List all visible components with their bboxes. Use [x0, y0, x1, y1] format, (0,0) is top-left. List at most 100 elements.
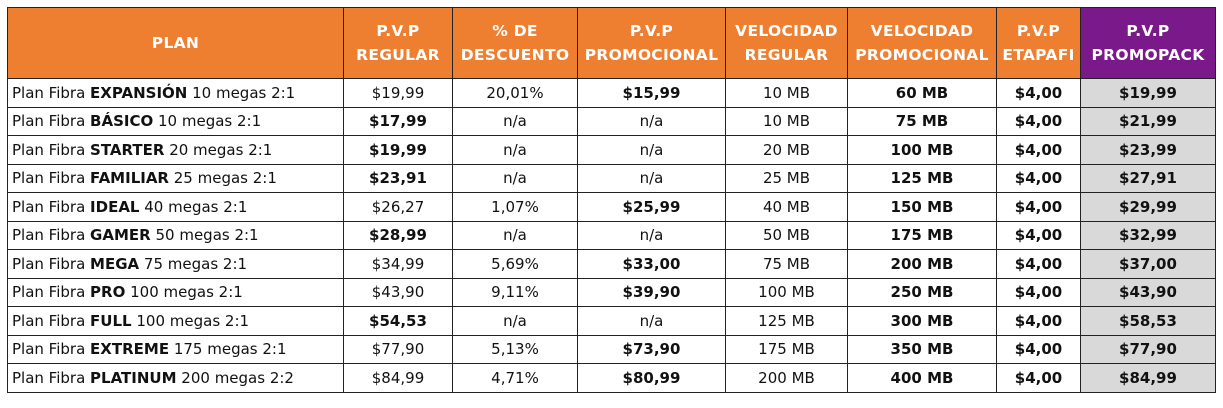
- table-row: Plan Fibra PRO 100 megas 2:1 $43,90 9,11% $…: [7, 277, 1216, 307]
- plan-suffix: 175 megas 2:1: [169, 340, 287, 359]
- pvp-promocional-cell: $33,00: [577, 249, 726, 279]
- pvp-promocional-cell: n/a: [577, 306, 726, 336]
- plan-cell: Plan Fibra FULL 100 megas 2:1: [7, 306, 344, 336]
- plan-cell: Plan Fibra PLATINUM 200 megas 2:2: [7, 363, 344, 393]
- table-row: Plan Fibra MEGA 75 megas 2:1 $34,99 5,69% $…: [7, 249, 1216, 279]
- plan-prefix: Plan Fibra: [12, 340, 91, 359]
- velocidad-promocional-cell: 350 MB: [847, 334, 997, 364]
- velocidad-regular-cell: 200 MB: [725, 363, 848, 393]
- plan-suffix: 25 megas 2:1: [169, 169, 277, 188]
- plan-name: FAMILIAR: [90, 169, 169, 188]
- pvp-regular-cell: $84,99: [343, 363, 453, 393]
- plan-prefix: Plan Fibra: [12, 83, 91, 102]
- plan-name: IDEAL: [90, 197, 140, 216]
- pvp-promopack-cell: $43,90: [1080, 277, 1216, 307]
- pvp-regular-cell: $77,90: [343, 334, 453, 364]
- header-line: REGULAR: [744, 46, 829, 64]
- header-line: % DE: [492, 22, 538, 40]
- plan-suffix: 10 megas 2:1: [153, 112, 262, 131]
- table-row: Plan Fibra STARTER 20 megas 2:1 $19,99 n/a…: [7, 135, 1216, 165]
- descuento-cell: 5,69%: [452, 249, 578, 279]
- pvp-etapafi-cell: $4,00: [996, 106, 1081, 136]
- plan-cell: Plan Fibra IDEAL 40 megas 2:1: [7, 192, 344, 222]
- plan-cell: Plan Fibra EXTREME 175 megas 2:1: [7, 334, 344, 364]
- pvp-promopack-cell: $37,00: [1080, 249, 1216, 279]
- pvp-etapafi-cell: $4,00: [996, 135, 1081, 165]
- pvp-etapafi-cell: $4,00: [996, 363, 1081, 393]
- header-line: P.V.P: [1126, 22, 1170, 40]
- header-pvp-etapafi: P.V.P ETAPAFI: [996, 7, 1081, 79]
- velocidad-regular-cell: 100 MB: [725, 277, 848, 307]
- velocidad-promocional-cell: 175 MB: [847, 220, 997, 250]
- plan-suffix: 75 megas 2:1: [139, 254, 248, 273]
- plan-prefix: Plan Fibra: [12, 226, 91, 245]
- pvp-promopack-cell: $21,99: [1080, 106, 1216, 136]
- header-pvp-promocional: P.V.P PROMOCIONAL: [577, 7, 726, 79]
- pvp-etapafi-cell: $4,00: [996, 277, 1081, 307]
- plan-name: GAMER: [90, 226, 151, 245]
- header-line: ETAPAFI: [1002, 46, 1075, 64]
- plan-suffix: 200 megas 2:2: [176, 368, 294, 387]
- pvp-promopack-cell: $58,53: [1080, 306, 1216, 336]
- descuento-cell: n/a: [452, 163, 578, 193]
- plan-suffix: 50 megas 2:1: [150, 226, 259, 245]
- table-row: Plan Fibra EXTREME 175 megas 2:1 $77,90 5,…: [7, 334, 1216, 364]
- table-row: Plan Fibra EXPANSIÓN 10 megas 2:1 $19,99 2…: [7, 78, 1216, 108]
- velocidad-promocional-cell: 125 MB: [847, 163, 997, 193]
- descuento-cell: n/a: [452, 135, 578, 165]
- velocidad-regular-cell: 10 MB: [725, 106, 848, 136]
- pvp-etapafi-cell: $4,00: [996, 220, 1081, 250]
- velocidad-regular-cell: 175 MB: [725, 334, 848, 364]
- pvp-regular-cell: $26,27: [343, 192, 453, 222]
- table-row: Plan Fibra FAMILIAR 25 megas 2:1 $23,91 n/…: [7, 163, 1216, 193]
- pvp-promocional-cell: n/a: [577, 163, 726, 193]
- plan-name: MEGA: [90, 254, 140, 273]
- plan-cell: Plan Fibra PRO 100 megas 2:1: [7, 277, 344, 307]
- header-line: PROMOCIONAL: [855, 46, 989, 64]
- pvp-regular-cell: $54,53: [343, 306, 453, 336]
- header-line: P.V.P: [629, 22, 674, 40]
- velocidad-promocional-cell: 75 MB: [847, 106, 997, 136]
- descuento-cell: n/a: [452, 306, 578, 336]
- plan-name: BÁSICO: [90, 112, 154, 131]
- plan-cell: Plan Fibra GAMER 50 megas 2:1: [7, 220, 344, 250]
- plan-suffix: 100 megas 2:1: [125, 283, 243, 302]
- velocidad-regular-cell: 50 MB: [725, 220, 848, 250]
- pvp-regular-cell: $43,90: [343, 277, 453, 307]
- descuento-cell: 9,11%: [452, 277, 578, 307]
- table-row: Plan Fibra FULL 100 megas 2:1 $54,53 n/a n/…: [7, 306, 1216, 336]
- plan-cell: Plan Fibra MEGA 75 megas 2:1: [7, 249, 344, 279]
- table-row: Plan Fibra PLATINUM 200 megas 2:2 $84,99 4…: [7, 363, 1216, 393]
- velocidad-promocional-cell: 250 MB: [847, 277, 997, 307]
- pvp-promocional-cell: $25,99: [577, 192, 726, 222]
- plan-prefix: Plan Fibra: [12, 283, 91, 302]
- header-descuento: % DE DESCUENTO: [452, 7, 578, 79]
- plan-cell: Plan Fibra BÁSICO 10 megas 2:1: [7, 106, 344, 136]
- table-row: Plan Fibra IDEAL 40 megas 2:1 $26,27 1,07%…: [7, 192, 1216, 222]
- pvp-promocional-cell: $73,90: [577, 334, 726, 364]
- plan-name: STARTER: [90, 140, 165, 159]
- pvp-promopack-cell: $23,99: [1080, 135, 1216, 165]
- velocidad-promocional-cell: 150 MB: [847, 192, 997, 222]
- pvp-promocional-cell: $39,90: [577, 277, 726, 307]
- pvp-promopack-cell: $19,99: [1080, 78, 1216, 108]
- plan-suffix: 40 megas 2:1: [139, 197, 248, 216]
- plan-cell: Plan Fibra FAMILIAR 25 megas 2:1: [7, 163, 344, 193]
- plan-prefix: Plan Fibra: [12, 197, 91, 216]
- plan-prefix: Plan Fibra: [12, 254, 91, 273]
- pvp-promocional-cell: n/a: [577, 106, 726, 136]
- plan-cell: Plan Fibra STARTER 20 megas 2:1: [7, 135, 344, 165]
- header-line: PROMOPACK: [1091, 46, 1205, 64]
- pvp-promopack-cell: $29,99: [1080, 192, 1216, 222]
- pvp-promopack-cell: $84,99: [1080, 363, 1216, 393]
- plan-prefix: Plan Fibra: [12, 169, 91, 188]
- plan-name: PLATINUM: [90, 368, 177, 387]
- pvp-regular-cell: $17,99: [343, 106, 453, 136]
- pvp-regular-cell: $23,91: [343, 163, 453, 193]
- pvp-promocional-cell: $15,99: [577, 78, 726, 108]
- pricing-table: PLAN P.V.P REGULAR % DE DESCUENTO P.V.P PRO…: [7, 7, 1216, 393]
- velocidad-regular-cell: 40 MB: [725, 192, 848, 222]
- pvp-promocional-cell: n/a: [577, 220, 726, 250]
- velocidad-promocional-cell: 100 MB: [847, 135, 997, 165]
- pvp-regular-cell: $19,99: [343, 135, 453, 165]
